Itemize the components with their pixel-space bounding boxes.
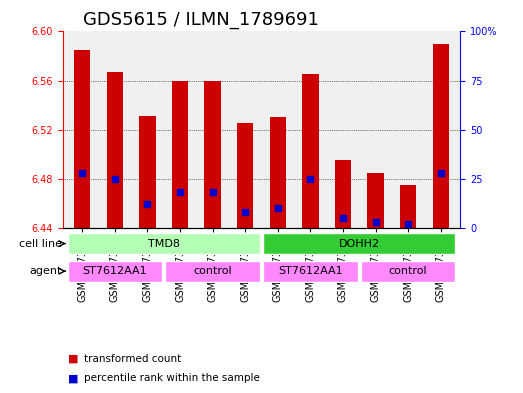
FancyBboxPatch shape xyxy=(263,261,358,282)
Text: ST7612AA1: ST7612AA1 xyxy=(83,266,147,276)
Bar xyxy=(139,116,156,228)
FancyBboxPatch shape xyxy=(67,261,162,282)
FancyBboxPatch shape xyxy=(361,261,456,282)
Bar xyxy=(367,173,384,228)
Text: ■: ■ xyxy=(68,373,78,383)
Text: TMD8: TMD8 xyxy=(148,239,180,248)
FancyBboxPatch shape xyxy=(67,233,260,254)
Text: GDS5615 / ILMN_1789691: GDS5615 / ILMN_1789691 xyxy=(83,11,319,29)
FancyBboxPatch shape xyxy=(165,261,260,282)
Text: control: control xyxy=(194,266,232,276)
Bar xyxy=(107,72,123,228)
FancyBboxPatch shape xyxy=(263,233,456,254)
Bar xyxy=(302,74,319,228)
Text: cell line: cell line xyxy=(19,239,62,248)
Text: transformed count: transformed count xyxy=(84,354,181,364)
Bar xyxy=(335,160,351,228)
Bar xyxy=(433,44,449,228)
Text: agent: agent xyxy=(30,266,62,276)
Text: DOHH2: DOHH2 xyxy=(339,239,380,248)
Bar xyxy=(204,81,221,228)
Bar xyxy=(172,81,188,228)
Text: ST7612AA1: ST7612AA1 xyxy=(278,266,343,276)
Bar xyxy=(237,123,253,228)
Bar xyxy=(74,50,90,228)
Text: control: control xyxy=(389,266,427,276)
Bar xyxy=(270,118,286,228)
Text: percentile rank within the sample: percentile rank within the sample xyxy=(84,373,259,383)
Bar xyxy=(400,185,416,228)
Text: ■: ■ xyxy=(68,354,78,364)
